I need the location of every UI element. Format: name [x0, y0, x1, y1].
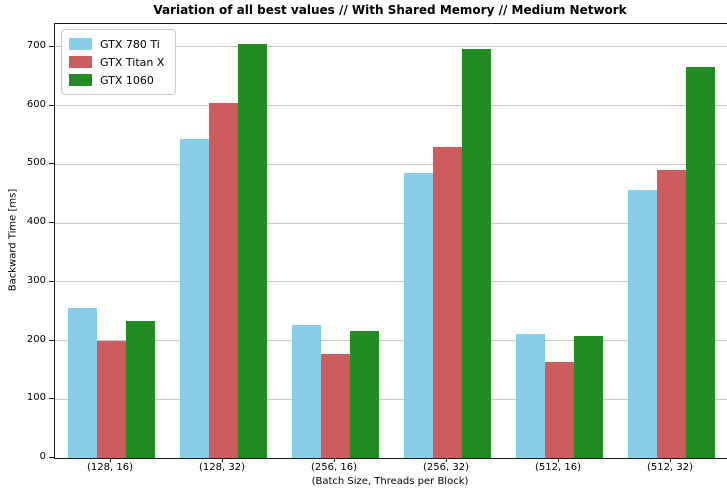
x-tick-label-128-16: (128, 16) — [87, 462, 133, 473]
x-tick-mark-128-32 — [221, 458, 223, 462]
x-axis-label: (Batch Size, Threads per Block) — [311, 476, 469, 487]
x-tick-label-512-32: (512, 32) — [647, 462, 693, 473]
legend-label-gtx-titan-x: GTX Titan X — [100, 55, 165, 69]
legend-swatch-gtx-titan-x — [69, 56, 92, 68]
y-tick-label-700: 700 — [26, 39, 46, 51]
bar-gtx-1060-512-16 — [573, 335, 603, 458]
legend-label-gtx-780-ti: GTX 780 Ti — [100, 37, 160, 51]
y-tick-mark-700 — [49, 45, 54, 47]
x-tick-label-128-32: (128, 32) — [199, 462, 245, 473]
x-tick-mark-256-32 — [445, 458, 447, 462]
y-tick-mark-100 — [49, 398, 54, 400]
x-tick-mark-512-16 — [557, 458, 559, 462]
gridline-300 — [55, 281, 727, 283]
x-tick-label-512-16: (512, 16) — [535, 462, 581, 473]
bar-gtx-780-ti-512-32 — [627, 190, 657, 458]
legend: GTX 780 Ti GTX Titan X GTX 1060 — [61, 29, 177, 95]
y-tick-mark-400 — [49, 222, 54, 224]
bar-gtx-1060-256-32 — [461, 49, 491, 458]
y-tick-label-400: 400 — [26, 216, 46, 228]
bar-gtx-titan-x-256-16 — [320, 354, 350, 458]
bar-gtx-titan-x-512-16 — [544, 361, 574, 458]
gridline-200 — [55, 340, 727, 342]
y-tick-mark-300 — [49, 280, 54, 282]
gridline-600 — [55, 105, 727, 107]
bar-gtx-1060-128-32 — [237, 43, 267, 458]
legend-item-gtx-titan-x: GTX Titan X — [69, 53, 164, 71]
gridline-500 — [55, 163, 727, 165]
gridline-100 — [55, 398, 727, 400]
bar-gtx-titan-x-512-32 — [656, 170, 686, 458]
legend-item-gtx-1060: GTX 1060 — [69, 71, 164, 89]
x-tick-mark-512-32 — [669, 458, 671, 462]
x-tick-label-256-32: (256, 32) — [423, 462, 469, 473]
y-tick-mark-0 — [49, 457, 54, 458]
bar-gtx-780-ti-512-16 — [515, 334, 545, 458]
bar-gtx-titan-x-256-32 — [432, 146, 462, 458]
chart-title: Variation of all best values // With Sha… — [153, 3, 627, 17]
y-tick-label-0: 0 — [39, 451, 46, 462]
y-tick-mark-500 — [49, 163, 54, 165]
bar-gtx-780-ti-128-32 — [179, 139, 209, 458]
legend-label-gtx-1060: GTX 1060 — [100, 73, 154, 87]
bar-gtx-780-ti-256-32 — [403, 173, 433, 458]
y-tick-label-200: 200 — [26, 333, 46, 345]
bar-gtx-780-ti-128-16 — [67, 307, 97, 458]
y-tick-label-600: 600 — [26, 98, 46, 110]
bar-gtx-780-ti-256-16 — [291, 325, 321, 458]
plot-area: GTX 780 Ti GTX Titan X GTX 1060 — [54, 23, 727, 459]
y-tick-label-100: 100 — [26, 392, 46, 404]
legend-item-gtx-780-ti: GTX 780 Ti — [69, 35, 164, 53]
x-tick-label-256-16: (256, 16) — [311, 462, 357, 473]
bar-gtx-titan-x-128-32 — [208, 102, 238, 458]
legend-swatch-gtx-780-ti — [69, 38, 92, 50]
bar-gtx-1060-128-16 — [125, 320, 155, 458]
y-tick-mark-600 — [49, 104, 54, 106]
gridline-400 — [55, 222, 727, 224]
y-tick-label-300: 300 — [26, 274, 46, 286]
legend-swatch-gtx-1060 — [69, 74, 92, 86]
gridline-700 — [55, 46, 727, 48]
x-tick-mark-256-16 — [333, 458, 335, 462]
bar-gtx-titan-x-128-16 — [96, 340, 126, 458]
y-tick-mark-200 — [49, 339, 54, 341]
x-tick-mark-128-16 — [109, 458, 111, 462]
bar-gtx-1060-256-16 — [349, 330, 379, 458]
y-tick-label-500: 500 — [26, 157, 46, 169]
bar-gtx-1060-512-32 — [685, 67, 715, 458]
